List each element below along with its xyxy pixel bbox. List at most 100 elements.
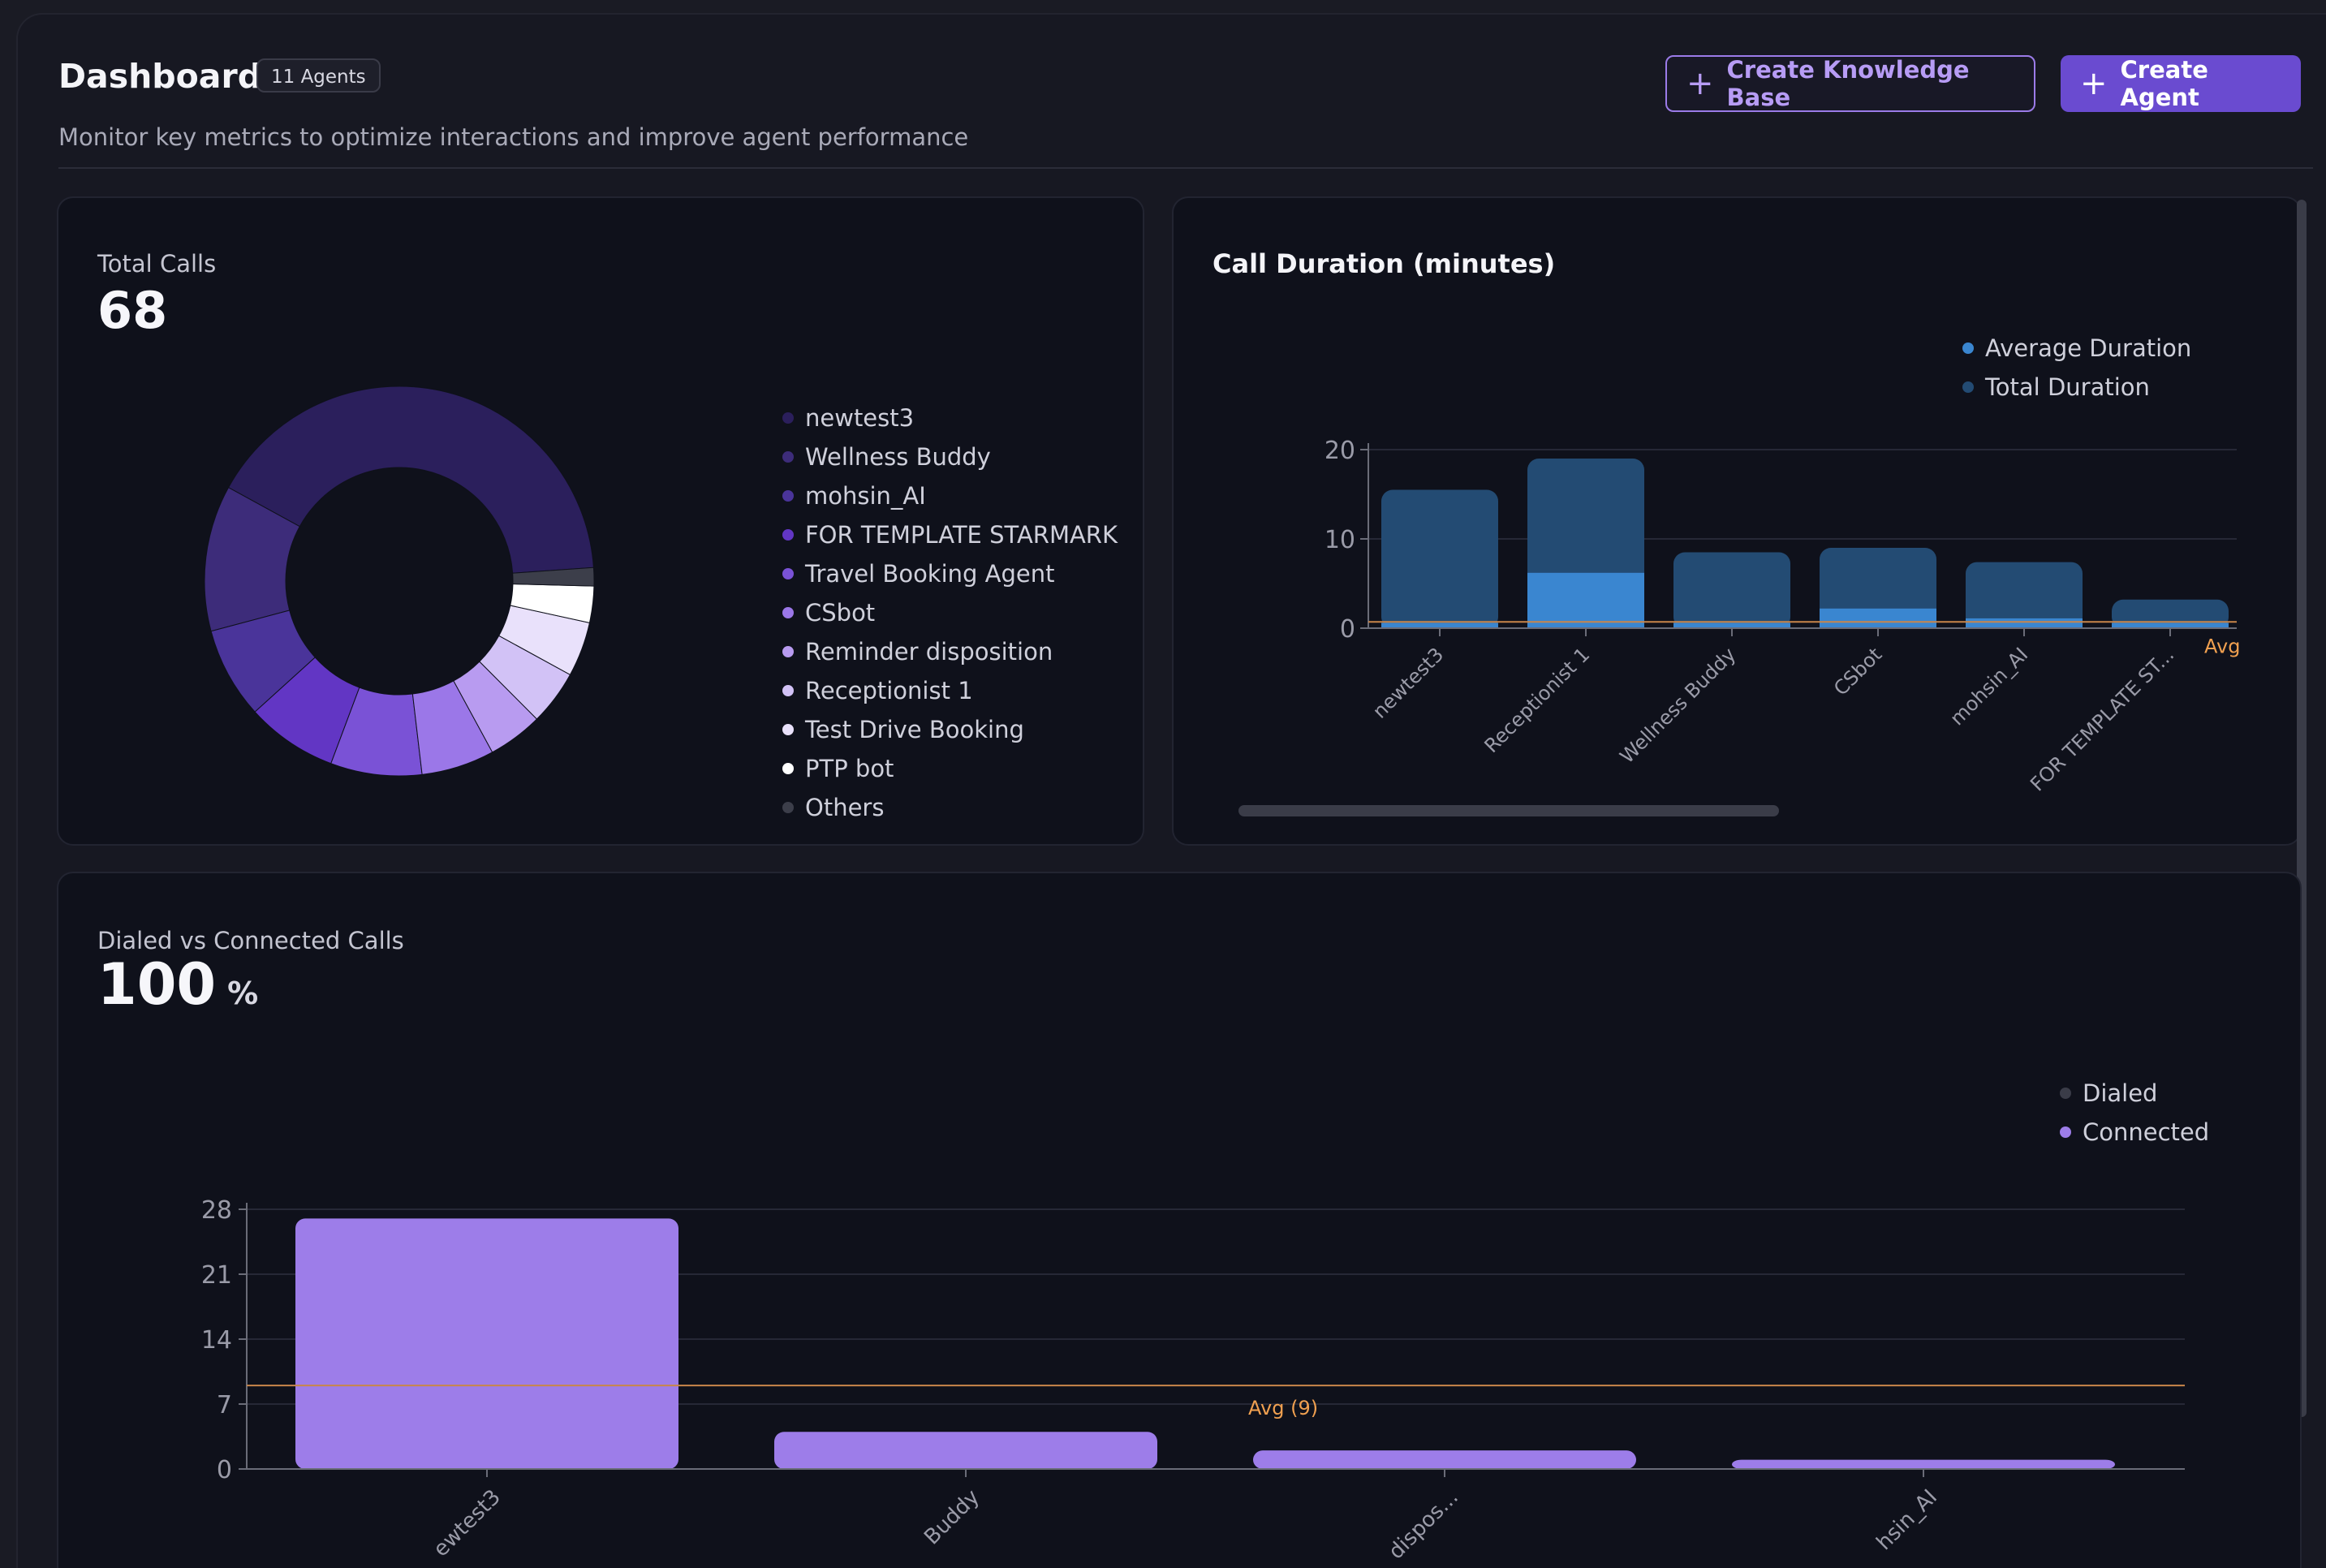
- agents-count-badge: 11 Agents: [256, 58, 381, 93]
- total-calls-legend-item[interactable]: Wellness Buddy: [782, 443, 991, 471]
- donut-slice[interactable]: [512, 566, 595, 587]
- legend-dot-icon: [782, 451, 794, 463]
- connected-bar[interactable]: [295, 1218, 678, 1469]
- x-tick-label: hsin_AI: [1872, 1485, 1942, 1555]
- y-tick-label: 21: [201, 1261, 232, 1290]
- total-calls-legend-item[interactable]: FOR TEMPLATE STARMARK: [782, 521, 1118, 549]
- create-knowledge-base-button[interactable]: + Create Knowledge Base: [1665, 55, 2035, 112]
- legend-dot-icon: [782, 685, 794, 696]
- legend-label: Average Duration: [1985, 334, 2192, 362]
- create-knowledge-base-label: Create Knowledge Base: [1726, 56, 1970, 111]
- page-subtitle: Monitor key metrics to optimize interact…: [58, 123, 969, 151]
- dialed-connected-card: Dialed vs Connected Calls 100 % Dialed Co…: [57, 872, 2302, 1568]
- legend-dot-icon: [782, 412, 794, 424]
- average-duration-bar[interactable]: [1381, 622, 1498, 628]
- y-tick-label: 20: [1325, 437, 1355, 465]
- total-duration-bar[interactable]: [1966, 562, 2083, 628]
- total-duration-bar[interactable]: [2112, 599, 2229, 628]
- legend-dot-icon: [782, 802, 794, 813]
- x-tick-label: newtest3: [1368, 643, 1448, 722]
- call-duration-legend-item[interactable]: Average Duration: [1962, 334, 2191, 362]
- dashboard-page: Dashboard 11 Agents Monitor key metrics …: [16, 13, 2326, 1568]
- total-calls-legend-item[interactable]: Travel Booking Agent: [782, 560, 1055, 588]
- legend-label: Test Drive Booking: [805, 716, 1024, 743]
- y-tick-label: 0: [1340, 615, 1355, 644]
- call-duration-horizontal-scrollbar[interactable]: [1238, 805, 1779, 816]
- total-duration-bar[interactable]: [1673, 552, 1790, 629]
- total-calls-legend-item[interactable]: CSbot: [782, 599, 875, 627]
- call-duration-legend-item[interactable]: Total Duration: [1962, 373, 2150, 401]
- legend-dot-icon: [782, 724, 794, 735]
- y-tick-label: 28: [201, 1196, 232, 1225]
- dialed-connected-value: 100: [97, 951, 217, 1018]
- total-calls-legend-item[interactable]: Test Drive Booking: [782, 716, 1024, 743]
- dialed-connected-value-group: 100 %: [97, 951, 258, 1018]
- total-calls-legend-item[interactable]: PTP bot: [782, 755, 894, 782]
- legend-dot-icon: [782, 763, 794, 774]
- connected-bar[interactable]: [774, 1432, 1157, 1469]
- x-tick-label: dispos...: [1384, 1485, 1463, 1565]
- legend-label: mohsin_AI: [805, 482, 926, 510]
- legend-label: Travel Booking Agent: [805, 560, 1055, 588]
- total-calls-label: Total Calls: [97, 250, 217, 278]
- x-tick-label: ewtest3: [429, 1485, 506, 1562]
- legend-dot-icon: [1962, 381, 1974, 393]
- call-duration-title: Call Duration (minutes): [1213, 248, 1556, 279]
- total-calls-card: Total Calls 68 newtest3 Wellness Buddy moh…: [57, 196, 1144, 846]
- connected-bar[interactable]: [1732, 1459, 2115, 1469]
- legend-label: PTP bot: [805, 755, 894, 782]
- total-calls-legend-item[interactable]: Others: [782, 794, 884, 821]
- legend-label: FOR TEMPLATE STARMARK: [805, 521, 1118, 549]
- dialed-connected-label: Dialed vs Connected Calls: [97, 927, 404, 954]
- legend-dot-icon: [782, 529, 794, 541]
- x-tick-label: mohsin_AI: [1945, 643, 2032, 730]
- legend-dot-icon: [782, 607, 794, 618]
- x-tick-label: Receptionist 1: [1480, 643, 1595, 757]
- donut-slice[interactable]: [227, 386, 594, 574]
- legend-label: Dialed: [2083, 1079, 2158, 1107]
- dialed-connected-legend-item[interactable]: Dialed: [2060, 1079, 2157, 1107]
- legend-label: CSbot: [805, 599, 876, 627]
- create-agent-button[interactable]: + Create Agent: [2061, 55, 2301, 112]
- legend-label: Others: [805, 794, 885, 821]
- call-duration-bar-chart[interactable]: 0 10 20 newtest3 Receptionist 1 Wellness Budd…: [1174, 198, 2302, 846]
- total-calls-legend-item[interactable]: newtest3: [782, 404, 914, 432]
- legend-dot-icon: [782, 568, 794, 579]
- total-duration-bar[interactable]: [1820, 548, 1936, 628]
- legend-dot-icon: [2060, 1088, 2071, 1099]
- legend-label: Connected: [2083, 1118, 2210, 1146]
- legend-dot-icon: [782, 490, 794, 502]
- legend-dot-icon: [2060, 1126, 2071, 1138]
- legend-label: newtest3: [805, 404, 915, 432]
- legend-label: Wellness Buddy: [805, 443, 991, 471]
- total-calls-value: 68: [97, 281, 168, 340]
- y-tick-label: 10: [1325, 526, 1355, 554]
- call-duration-card: Call Duration (minutes) Average Duration…: [1172, 196, 2302, 846]
- legend-label: Total Duration: [1985, 373, 2150, 401]
- total-calls-donut-chart[interactable]: [196, 378, 602, 784]
- average-duration-bar[interactable]: [1673, 622, 1790, 628]
- plus-icon: +: [1686, 65, 1714, 102]
- total-calls-legend-item[interactable]: Receptionist 1: [782, 677, 973, 704]
- page-title: Dashboard: [58, 57, 262, 96]
- y-tick-label: 0: [217, 1456, 232, 1484]
- average-line-label: Avg: [2204, 635, 2240, 657]
- total-calls-legend-item[interactable]: mohsin_AI: [782, 482, 926, 510]
- plus-icon: +: [2080, 65, 2108, 102]
- average-line-label: Avg (9): [1248, 1397, 1318, 1419]
- legend-label: Reminder disposition: [805, 638, 1053, 666]
- total-duration-bar[interactable]: [1381, 489, 1498, 629]
- total-calls-legend-item[interactable]: Reminder disposition: [782, 638, 1053, 666]
- average-duration-bar[interactable]: [1820, 608, 1936, 628]
- legend-dot-icon: [1962, 342, 1974, 354]
- average-duration-bar[interactable]: [2112, 622, 2229, 628]
- x-tick-label: Wellness Buddy: [1616, 643, 1741, 768]
- dialed-connected-legend-item[interactable]: Connected: [2060, 1118, 2209, 1146]
- connected-bar[interactable]: [1253, 1450, 1636, 1469]
- header-divider: [58, 167, 2313, 169]
- average-duration-bar[interactable]: [1966, 618, 2083, 628]
- dialed-connected-bar-chart[interactable]: 0 7 14 21 28 ewtest3 Buddy dispos... hsin_AI Avg …: [58, 873, 2302, 1568]
- create-agent-label: Create Agent: [2120, 56, 2208, 111]
- legend-dot-icon: [782, 646, 794, 657]
- average-duration-bar[interactable]: [1527, 572, 1644, 628]
